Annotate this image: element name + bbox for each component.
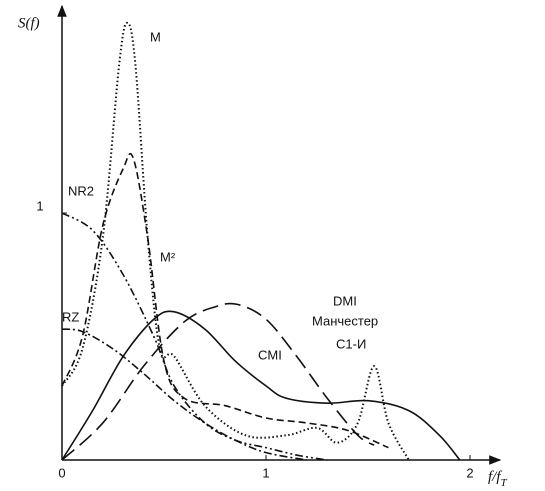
x-tick-label: 0 [58, 465, 65, 480]
x-axis-label-main: f/f [488, 469, 502, 485]
series-line [61, 153, 389, 449]
annotation: С1-И [336, 336, 366, 351]
annotation: Манчестер [312, 313, 378, 328]
x-tick-label: 1 [262, 465, 269, 480]
x-axis-label-sub: T [501, 477, 508, 489]
series-label: M [150, 29, 161, 44]
series-line [61, 302, 375, 461]
series-label: DMI [333, 293, 357, 308]
y-tick-label: 1 [36, 198, 43, 213]
y-axis-label: S(f) [18, 15, 40, 31]
series-label: RZ [62, 309, 79, 324]
x-tick-label: 2 [466, 465, 473, 480]
x-axis-label: f/fT [488, 469, 508, 488]
series-line [61, 21, 410, 461]
series-line [61, 310, 461, 461]
series-line [61, 212, 328, 461]
series-label: NR2 [68, 183, 94, 198]
series-label: CMI [258, 347, 282, 362]
series-label: M² [160, 249, 176, 264]
